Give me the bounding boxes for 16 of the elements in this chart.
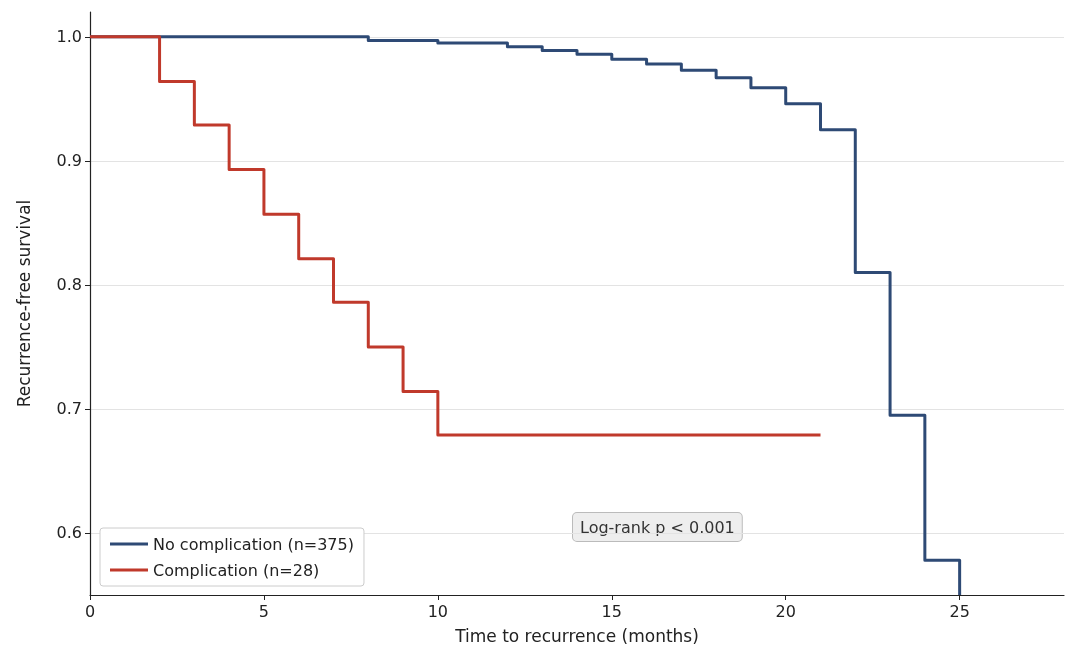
x-tick-label: 20 — [775, 601, 796, 621]
x-tick-label: 0 — [84, 601, 96, 621]
x-tick-label: 25 — [949, 601, 970, 621]
annotation: Log-rank p < 0.001 — [580, 517, 735, 537]
x-tick-label: 5 — [258, 601, 270, 621]
y-tick-label: 1.0 — [56, 27, 82, 47]
legend-label: No complication (n=375) — [153, 534, 354, 554]
y-tick-label: 0.7 — [56, 399, 82, 419]
y-tick-label: 0.9 — [56, 151, 82, 171]
y-axis-title: Recurrence-free survival — [13, 199, 34, 408]
y-tick-label: 0.6 — [56, 523, 82, 543]
x-tick-label: 15 — [601, 601, 622, 621]
legend-label: Complication (n=28) — [153, 560, 320, 580]
y-tick-label: 0.8 — [56, 275, 82, 295]
x-tick-label: 10 — [427, 601, 449, 621]
x-axis-title: Time to recurrence (months) — [454, 625, 699, 646]
